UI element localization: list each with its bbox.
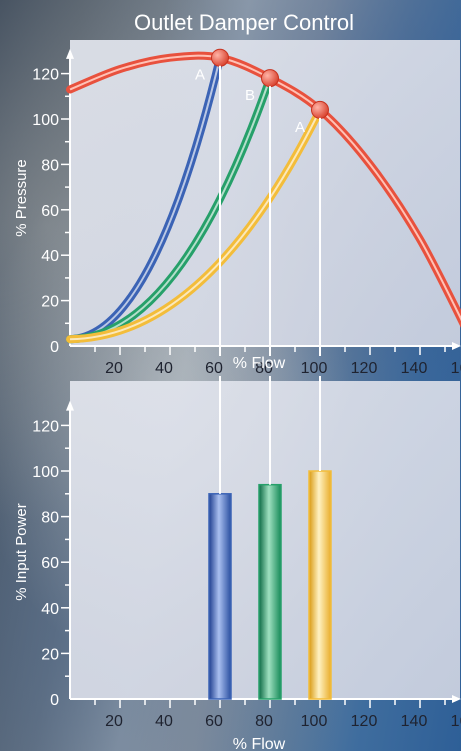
- x-tick-label: 140: [401, 360, 428, 377]
- x-tick-label: 80: [255, 713, 273, 730]
- operating-point-dot: [311, 100, 329, 119]
- y-tick-label: 20: [41, 294, 59, 311]
- x-tick-label: 100: [301, 713, 328, 730]
- x-tick-label: 160: [451, 360, 461, 377]
- y-tick-label: 100: [32, 112, 59, 129]
- x-tick-label: 20: [105, 360, 123, 377]
- power-x-axis-title: % Flow: [233, 736, 286, 751]
- x-tick-label: 40: [155, 360, 173, 377]
- operating-point-drop-lines: [219, 65, 321, 494]
- x-tick-label: 40: [155, 713, 173, 730]
- y-tick-label: 40: [41, 601, 59, 618]
- pressure-axes: [61, 48, 461, 355]
- operating-point-dot: [211, 48, 229, 67]
- y-tick-label: 40: [41, 248, 59, 265]
- y-tick-label: 80: [41, 157, 59, 174]
- y-tick-label: 120: [32, 67, 59, 84]
- y-axis-arrow: [66, 400, 74, 411]
- x-tick-label: 160: [451, 713, 461, 730]
- y-tick-label: 100: [32, 464, 59, 481]
- pressure-x-axis-title: % Flow: [233, 355, 286, 372]
- x-axis-arrow: [452, 695, 461, 703]
- power-tick-labels: 20 40 60 80 100 120 140 160 0 20 40 60 80 100 120: [32, 418, 461, 730]
- pressure-chart: ABA 20406080100120140160020406080100120 …: [13, 40, 461, 377]
- power-bar-green: [258, 483, 282, 700]
- power-bar-blue: [208, 493, 232, 700]
- pressure-tick-labels: 20 40 60 80 100 120 140 160 0 20 40 60 80 100 120: [32, 67, 461, 377]
- x-tick-label: 120: [351, 713, 378, 730]
- system-curve-highlight: [69, 109, 321, 341]
- y-tick-label: 120: [32, 418, 59, 435]
- operating-point-label: B: [245, 87, 255, 104]
- x-tick-label: 80: [255, 360, 273, 377]
- pressure-curves: A B A: [66, 48, 461, 344]
- operating-point-label: A: [195, 67, 205, 84]
- fan-curve-highlight: [69, 54, 461, 322]
- pressure-y-axis-title: % Pressure: [13, 159, 30, 237]
- y-axis-arrow: [66, 48, 74, 59]
- power-bars: [208, 470, 332, 700]
- y-tick-label: 80: [41, 510, 59, 527]
- y-tick-label: 0: [50, 339, 59, 356]
- x-tick-label: 20: [105, 713, 123, 730]
- x-tick-label: 140: [401, 713, 428, 730]
- x-tick-label: 60: [205, 360, 223, 377]
- power-y-axis-title: % Input Power: [13, 503, 30, 601]
- y-tick-label: 0: [50, 692, 59, 709]
- x-tick-label: 60: [205, 713, 223, 730]
- operating-point-label: A: [295, 119, 305, 136]
- power-bar-yellow: [308, 470, 332, 700]
- y-tick-label: 60: [41, 555, 59, 572]
- x-tick-label: 120: [351, 360, 378, 377]
- y-tick-label: 60: [41, 203, 59, 220]
- x-axis-arrow: [452, 342, 461, 350]
- power-chart: 20 40 60 80 100 120 140 160 0 20 40 60 80 100 120 % Fl…: [13, 381, 461, 751]
- operating-point-dot: [261, 69, 279, 88]
- x-tick-label: 100: [301, 360, 328, 377]
- chart-title: Outlet Damper Control: [134, 10, 354, 35]
- y-tick-label: 20: [41, 646, 59, 663]
